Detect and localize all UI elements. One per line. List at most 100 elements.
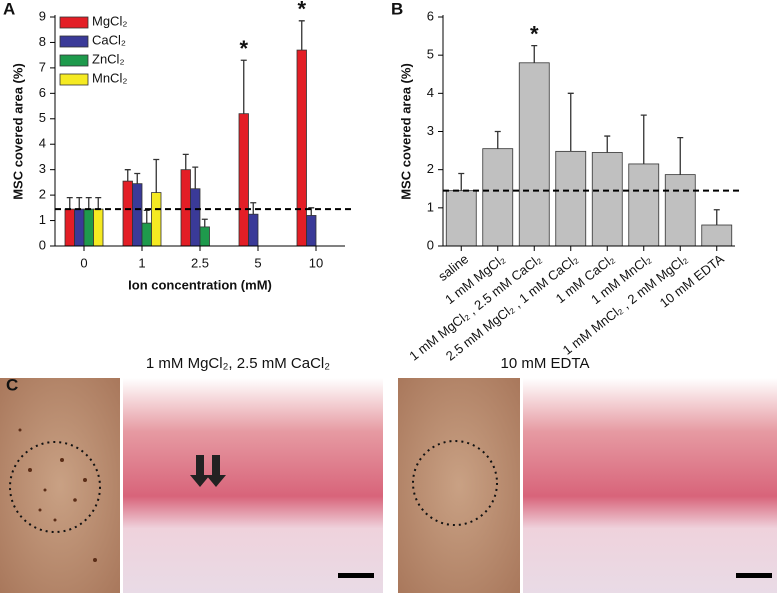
error-bar [182, 153, 189, 170]
error-bar [298, 20, 305, 51]
arrows [190, 455, 226, 487]
bar [93, 208, 104, 247]
error-bar [76, 197, 83, 210]
scale-bar [338, 573, 374, 578]
bar [296, 49, 307, 247]
axes [54, 15, 345, 247]
error-bar [201, 218, 208, 227]
error-bar [153, 158, 160, 193]
y-tick-label: 5 [39, 110, 46, 125]
bar [238, 113, 249, 247]
error-bar [640, 114, 647, 164]
bar [628, 163, 660, 247]
y-tick-label: 2 [427, 161, 434, 176]
error-bar [458, 172, 465, 191]
y-tick-label: 1 [39, 212, 46, 227]
bar [132, 183, 143, 247]
caption: 10 mM EDTA [501, 355, 590, 372]
histology-image [523, 378, 777, 593]
error-bar [494, 130, 501, 149]
dotted-circle [9, 441, 101, 533]
error-bar [143, 209, 150, 224]
histology-image [123, 378, 383, 593]
dots [18, 428, 97, 562]
bar [664, 174, 696, 247]
bar [64, 208, 75, 247]
x-tick-label: 1 [138, 255, 145, 270]
axes [442, 15, 735, 247]
y-tick-label: 0 [427, 237, 434, 252]
bar [122, 180, 133, 247]
x-axis-label: Ion concentration (mM) [128, 277, 272, 292]
bar [248, 213, 259, 247]
bar [701, 224, 733, 247]
x-tick-label: 0 [80, 255, 87, 270]
error-bar [713, 209, 720, 226]
caption: 1 mM MgCl₂, 2.5 mM CaCl₂ [146, 355, 330, 372]
bar [199, 226, 210, 247]
bar [83, 208, 94, 247]
legend-swatch [59, 54, 89, 67]
panel-label: C [6, 375, 18, 394]
micrographs [0, 378, 777, 593]
bar [74, 208, 85, 247]
error-bar [85, 197, 92, 210]
y-tick-label: 5 [427, 47, 434, 62]
x-tick-label: 10 [309, 255, 323, 270]
y-tick-label: 1 [427, 199, 434, 214]
y-tick-label: 6 [427, 8, 434, 23]
bar [445, 190, 477, 247]
legend-label: MgCl₂ [92, 13, 127, 28]
bar [151, 192, 162, 247]
legend-label: CaCl₂ [92, 32, 126, 47]
significance-star: * [530, 21, 539, 46]
y-axis-label: MSC covered area (%) [398, 63, 413, 200]
y-tick-label: 3 [427, 123, 434, 138]
significance-star: * [239, 36, 248, 61]
x-tick-label: 5 [254, 255, 261, 270]
bar [482, 148, 514, 247]
error-bar [308, 207, 315, 216]
y-tick-label: 7 [39, 59, 46, 74]
bar [141, 222, 152, 247]
bar [591, 152, 623, 247]
error-bar [677, 136, 684, 175]
panel-label: A [3, 0, 15, 18]
bar [555, 150, 587, 247]
scale-bar [736, 573, 772, 578]
legend-label: MnCl₂ [92, 70, 127, 85]
significance-star: * [297, 0, 306, 22]
legend-label: ZnCl₂ [92, 51, 125, 66]
error-bar [567, 92, 574, 152]
dotted-circle [412, 440, 498, 526]
panel-label: B [391, 0, 403, 18]
legend-swatch [59, 35, 89, 48]
bar [180, 169, 191, 247]
error-bar [604, 135, 611, 153]
error-bar [95, 197, 102, 210]
y-tick-label: 2 [39, 187, 46, 202]
bar [190, 188, 201, 247]
bar [306, 215, 317, 247]
macro-image [0, 378, 120, 593]
y-tick-label: 0 [39, 237, 46, 252]
y-tick-label: 4 [427, 85, 434, 100]
y-axis-label: MSC covered area (%) [10, 63, 25, 200]
error-bar [192, 166, 199, 189]
y-tick-label: 9 [39, 8, 46, 23]
error-bar [531, 44, 538, 63]
error-bar [134, 172, 141, 184]
bar [518, 62, 550, 247]
legend-swatch [59, 73, 89, 86]
y-tick-label: 3 [39, 161, 46, 176]
legend-swatch [59, 16, 89, 29]
y-tick-label: 8 [39, 34, 46, 49]
error-bar [66, 197, 73, 210]
error-bar [124, 169, 131, 182]
error-bar [240, 59, 247, 114]
macro-image [398, 378, 520, 593]
x-tick-label: 2.5 [191, 255, 209, 270]
y-tick-label: 6 [39, 85, 46, 100]
error-bar [250, 202, 257, 215]
